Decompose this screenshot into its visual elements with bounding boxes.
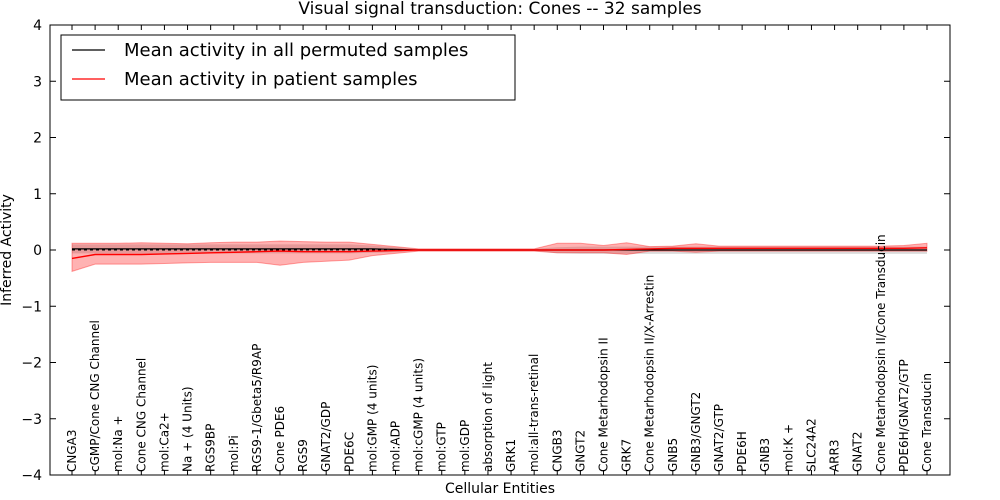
x-tick-label: PDE6H xyxy=(735,431,749,472)
category-labels: CNGA3 cGMP/Cone CNG Channel mol:Na + Cone C… xyxy=(65,234,934,472)
x-tick-label: CNGB3 xyxy=(550,429,564,472)
y-axis-label: Inferred Activity xyxy=(0,194,15,306)
y-tick-label: −2 xyxy=(21,356,42,372)
x-tick-label: mol:GTP xyxy=(435,422,449,472)
x-tick-label: mol:cGMP (4 units) xyxy=(412,358,426,472)
x-tick-label: Cone CNG Channel xyxy=(134,358,148,472)
x-tick-label: GNGT2 xyxy=(573,430,587,472)
x-tick-label: absorption of light xyxy=(481,362,495,472)
x-tick-label: PDE6C xyxy=(342,432,356,472)
x-tick-label: GNB5 xyxy=(666,438,680,472)
x-tick-label: mol:K + xyxy=(781,424,795,472)
y-tick-label: −3 xyxy=(21,412,42,428)
axes: −4 −3 −2 −1 0 1 2 3 4 xyxy=(21,18,950,484)
x-tick-label: RGS9BP xyxy=(204,424,218,472)
plot-area xyxy=(71,240,928,273)
x-tick-label: GNB3 xyxy=(758,438,772,472)
x-tick-label: GNAT2/GTP xyxy=(712,404,726,472)
x-tick-label: CNGA3 xyxy=(65,430,79,473)
y-tick-label: 0 xyxy=(33,243,42,259)
x-tick-label: RGS9 xyxy=(296,439,310,472)
legend-entry-permuted: Mean activity in all permuted samples xyxy=(124,40,468,61)
y-tick-label: 4 xyxy=(33,18,42,34)
patient-range-band xyxy=(71,240,928,273)
x-tick-label: mol:Ca2+ xyxy=(157,412,171,472)
x-tick-label: SLC24A2 xyxy=(805,418,819,472)
x-tick-label: Na + (4 Units) xyxy=(181,386,195,472)
x-tick-label: mol:GMP (4 units) xyxy=(365,365,379,472)
legend-box xyxy=(60,34,516,101)
x-axis-label: Cellular Entities xyxy=(445,481,555,497)
x-tick-label: mol:Pi xyxy=(227,435,241,472)
x-tick-label: GNAT2/GDP xyxy=(319,402,333,472)
legend-entry-patient: Mean activity in patient samples xyxy=(124,69,418,90)
x-tick-label: Cone Metarhodopsin II/X-Arrestin xyxy=(643,275,657,472)
patient-mean-line xyxy=(71,247,928,260)
x-tick-label: GRK1 xyxy=(504,439,518,472)
x-tick-label: GNB3/GNGT2 xyxy=(689,392,703,472)
x-tick-label: Cone PDE6 xyxy=(273,406,287,472)
x-tick-label: mol:Na + xyxy=(111,415,125,472)
y-tick-label: 3 xyxy=(33,74,42,90)
x-tick-label: Cone Transducin xyxy=(920,373,934,472)
y-tick-label: −1 xyxy=(21,299,42,315)
x-tick-label: cGMP/Cone CNG Channel xyxy=(88,320,102,472)
y-tick-label: 2 xyxy=(33,131,42,147)
x-tick-label: RGS9-1/Gbeta5/R9AP xyxy=(250,344,264,472)
chart-title: Visual signal transduction: Cones -- 32 … xyxy=(298,0,701,19)
y-tick-label: 1 xyxy=(33,187,42,203)
x-tick-label: mol:ADP xyxy=(389,421,403,472)
y-tick-label: −4 xyxy=(21,468,42,484)
legend: Mean activity in all permuted samples Me… xyxy=(60,34,516,101)
x-tick-label: PDE6H/GNAT2/GTP xyxy=(897,359,911,472)
x-tick-label: GNAT2 xyxy=(851,431,865,472)
x-tick-label: mol:all-trans-retinal xyxy=(527,354,541,472)
x-tick-label: mol:GDP xyxy=(458,420,472,472)
x-tick-label: Cone Metarhodopsin II xyxy=(597,337,611,472)
x-tick-label: ARR3 xyxy=(828,440,842,473)
x-tick-label: GRK7 xyxy=(620,439,634,472)
x-tick-label: Cone Metarhodopsin II/Cone Transducin xyxy=(874,234,888,472)
